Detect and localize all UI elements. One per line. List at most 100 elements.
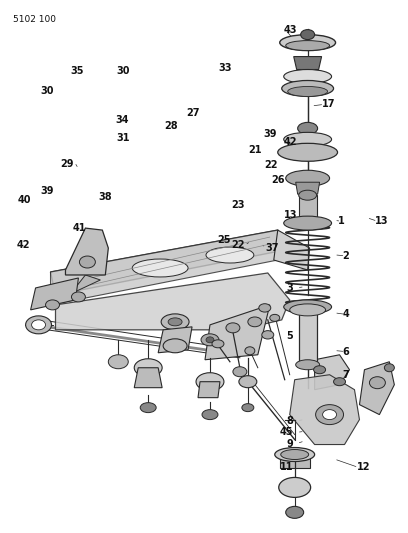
Ellipse shape	[161, 314, 189, 330]
Ellipse shape	[275, 448, 315, 462]
Polygon shape	[198, 382, 220, 398]
Bar	[280, 455, 310, 469]
Text: 41: 41	[73, 223, 86, 233]
Polygon shape	[296, 182, 319, 194]
Ellipse shape	[212, 340, 224, 348]
Text: 33: 33	[218, 63, 232, 73]
Ellipse shape	[262, 330, 274, 339]
Text: 38: 38	[98, 192, 112, 203]
Ellipse shape	[334, 378, 346, 386]
Ellipse shape	[242, 403, 254, 411]
Text: 13: 13	[284, 210, 297, 220]
Text: 39: 39	[264, 128, 277, 139]
Ellipse shape	[299, 190, 317, 200]
Text: 31: 31	[117, 133, 130, 143]
Ellipse shape	[132, 259, 188, 277]
Polygon shape	[71, 275, 100, 294]
Ellipse shape	[71, 292, 85, 302]
Text: 45: 45	[280, 427, 293, 438]
Ellipse shape	[259, 304, 271, 312]
Ellipse shape	[296, 360, 319, 370]
Ellipse shape	[202, 410, 218, 419]
Text: 25: 25	[217, 235, 231, 245]
Ellipse shape	[134, 359, 162, 377]
Polygon shape	[134, 368, 162, 387]
Ellipse shape	[286, 170, 330, 186]
Ellipse shape	[316, 405, 344, 425]
Ellipse shape	[284, 300, 332, 314]
Text: 34: 34	[115, 115, 129, 125]
Ellipse shape	[163, 339, 187, 353]
Text: 9: 9	[287, 439, 293, 449]
Polygon shape	[51, 230, 278, 305]
Ellipse shape	[369, 377, 386, 389]
Text: 26: 26	[271, 175, 285, 185]
Text: 1: 1	[338, 216, 345, 227]
Text: 22: 22	[231, 240, 245, 250]
Ellipse shape	[168, 318, 182, 326]
Text: 43: 43	[283, 25, 297, 35]
Ellipse shape	[286, 506, 304, 518]
Text: 35: 35	[71, 67, 84, 76]
Ellipse shape	[323, 410, 337, 419]
Text: 28: 28	[164, 120, 177, 131]
Ellipse shape	[233, 367, 247, 377]
Text: 42: 42	[283, 136, 297, 147]
Ellipse shape	[239, 376, 257, 387]
Polygon shape	[294, 56, 322, 69]
Polygon shape	[55, 273, 290, 330]
Ellipse shape	[282, 80, 334, 96]
Text: 4: 4	[342, 309, 349, 319]
Text: 8: 8	[286, 416, 293, 426]
Text: 30: 30	[40, 86, 53, 96]
Ellipse shape	[280, 35, 335, 51]
Ellipse shape	[298, 123, 317, 134]
Ellipse shape	[248, 317, 262, 327]
Text: 22: 22	[264, 160, 278, 171]
Ellipse shape	[109, 355, 128, 369]
Ellipse shape	[196, 373, 224, 391]
Text: 27: 27	[186, 108, 200, 118]
Text: 5102 100: 5102 100	[13, 15, 55, 23]
Text: 40: 40	[18, 195, 31, 205]
Ellipse shape	[284, 69, 332, 84]
Ellipse shape	[279, 478, 310, 497]
Text: 12: 12	[357, 463, 370, 472]
Ellipse shape	[290, 304, 326, 316]
Ellipse shape	[314, 366, 326, 374]
Ellipse shape	[281, 449, 308, 459]
Ellipse shape	[384, 364, 395, 372]
Polygon shape	[315, 355, 350, 390]
Text: 7: 7	[342, 370, 349, 381]
Text: 3: 3	[287, 283, 293, 293]
Text: 23: 23	[231, 200, 245, 211]
Ellipse shape	[270, 314, 280, 321]
Ellipse shape	[206, 337, 214, 343]
Polygon shape	[290, 375, 359, 445]
Ellipse shape	[80, 256, 95, 268]
Ellipse shape	[286, 41, 330, 51]
Ellipse shape	[284, 216, 332, 230]
Text: 2: 2	[342, 251, 349, 261]
Polygon shape	[31, 278, 78, 310]
Text: 5: 5	[287, 330, 293, 341]
Text: 21: 21	[249, 144, 262, 155]
Text: 39: 39	[40, 186, 53, 196]
Text: 30: 30	[117, 66, 130, 76]
Bar	[299, 195, 317, 219]
Text: 11: 11	[280, 463, 293, 472]
Polygon shape	[65, 228, 109, 275]
Polygon shape	[158, 327, 192, 353]
Ellipse shape	[288, 86, 328, 96]
Text: 29: 29	[60, 159, 74, 169]
Polygon shape	[205, 305, 270, 360]
Ellipse shape	[278, 143, 337, 161]
Ellipse shape	[140, 402, 156, 413]
Text: 37: 37	[266, 243, 279, 253]
Ellipse shape	[26, 316, 51, 334]
Text: 17: 17	[322, 99, 335, 109]
Ellipse shape	[284, 132, 332, 147]
Polygon shape	[359, 362, 395, 415]
Polygon shape	[51, 230, 285, 295]
Text: 42: 42	[16, 240, 30, 250]
